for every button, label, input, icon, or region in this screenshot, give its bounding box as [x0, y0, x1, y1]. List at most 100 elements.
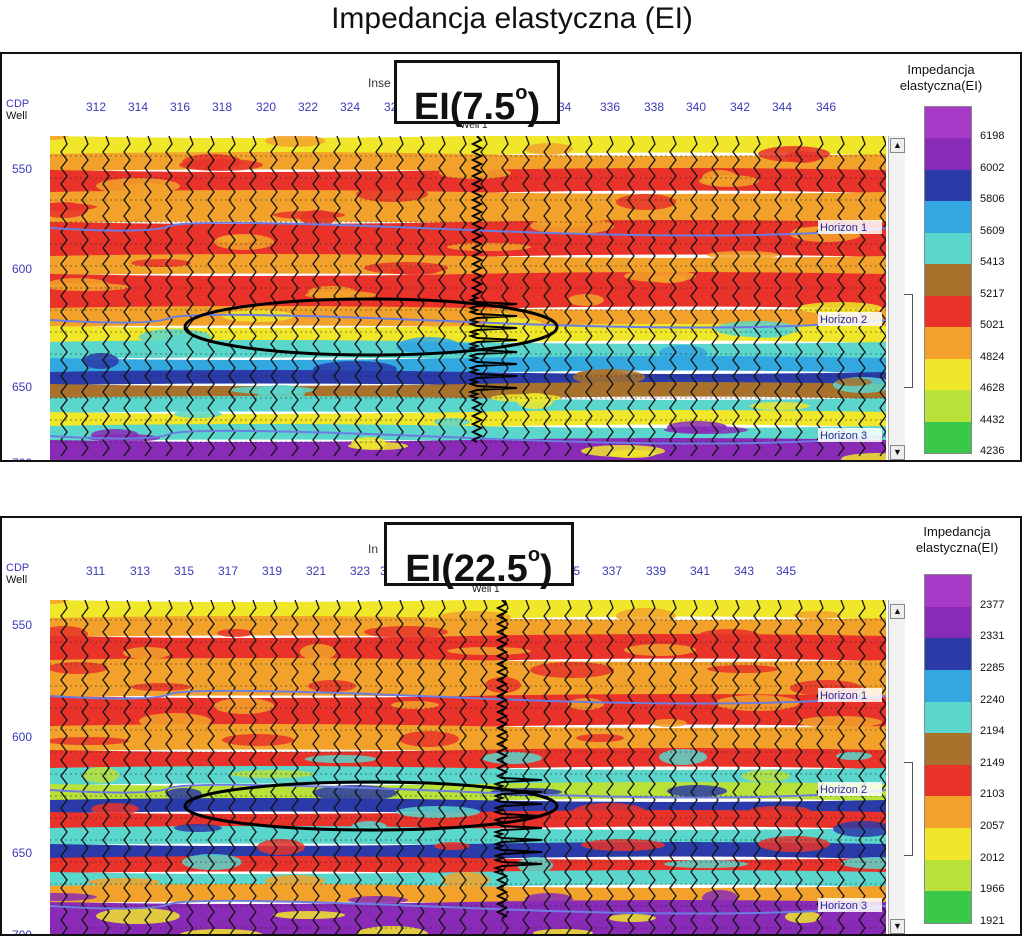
seismic-trace: [753, 135, 761, 457]
seismic-trace: [669, 599, 677, 934]
figure-title: Impedancja elastyczna (EI): [331, 2, 693, 35]
impedance-patch: [396, 806, 480, 818]
seismic-trace: [312, 135, 320, 457]
colorbar-value-label: 2149: [980, 756, 1005, 769]
seismic-trace: [711, 135, 719, 457]
colorbar-swatch: [925, 358, 971, 391]
seismic-trace: [60, 599, 68, 934]
seismic-trace: [816, 135, 824, 457]
colorbar-swatch: [925, 327, 971, 359]
cdp-ticks: 312 314 316 318 320 322 324 32 34 336 338 340 342 344…: [50, 100, 890, 116]
cdp-tick-label: 343: [734, 564, 755, 578]
time-tick-label: 600: [12, 730, 33, 744]
seismic-trace: [606, 135, 614, 457]
cdp-tick-label: 338: [644, 100, 665, 114]
seismic-trace: [102, 599, 110, 934]
seismic-trace: [333, 599, 341, 934]
scroll-up-button[interactable]: ▲: [890, 138, 905, 153]
colorbar-swatch: [925, 701, 971, 734]
colorbar-swatch: [925, 390, 971, 422]
seismic-trace: [396, 135, 404, 457]
seismic-trace: [417, 135, 425, 457]
impedance-patch: [273, 211, 345, 219]
impedance-patch: [608, 914, 656, 922]
impedance-patch: [214, 698, 274, 714]
highlight-ellipse: [183, 780, 559, 832]
impedance-band: [50, 220, 886, 260]
horizon-label: Horizon 1: [820, 222, 867, 234]
seismic-trace: [690, 135, 698, 457]
cdp-tick-label: 342: [730, 100, 751, 114]
seismic-trace: [837, 135, 845, 457]
seismic-trace: [123, 135, 131, 457]
horizon-label: Horizon 2: [820, 314, 867, 326]
impedance-patch: [651, 719, 687, 727]
colorbar-swatch: [925, 733, 971, 765]
impedance-band: [50, 658, 886, 699]
impedance-patch: [750, 806, 810, 814]
colorbar-swatch: [925, 232, 971, 265]
colorbar-swatch: [925, 264, 971, 296]
vertical-scrollbar[interactable]: ▲ ▼: [888, 600, 905, 934]
impedance-patch: [525, 143, 573, 155]
seismic-trace: [333, 135, 341, 457]
seismic-trace: [564, 135, 572, 457]
cdp-tick-label: 313: [130, 564, 151, 578]
cdp-tick-label: 34: [558, 100, 572, 114]
seismic-trace: [228, 599, 236, 934]
seismic-trace: [81, 599, 89, 934]
impedance-patch: [273, 911, 345, 919]
angle-label: EI(22.5o): [384, 522, 574, 590]
impedance-patch: [447, 647, 531, 655]
colorbar-title-line1: Impedancja: [907, 62, 975, 77]
seismic-trace: [144, 599, 152, 934]
seismic-trace: [774, 599, 782, 934]
horizon-line: [49, 221, 887, 237]
seismic-trace: [795, 135, 803, 457]
time-tick-label: 700: [12, 928, 33, 936]
impedance-patch: [174, 824, 222, 832]
cdp-tick-label: 323: [350, 564, 371, 578]
colorbar-value-label: 4432: [980, 413, 1005, 426]
impedance-patch: [616, 608, 676, 624]
cdp-tick-label: 315: [174, 564, 195, 578]
time-tick-label: 650: [12, 846, 33, 860]
scroll-up-button[interactable]: ▲: [890, 604, 905, 619]
horizon-label-bg: [818, 428, 882, 442]
impedance-patch: [96, 908, 180, 924]
horizon-label: Horizon 3: [820, 900, 867, 912]
impedance-patch: [785, 911, 821, 923]
seismic-trace: [207, 135, 215, 457]
impedance-patch: [174, 410, 222, 418]
scroll-down-button[interactable]: ▼: [890, 445, 905, 460]
colorbar-value-label: 5413: [980, 256, 1005, 269]
colorbar-value-label: 2240: [980, 693, 1005, 706]
colorbar-value-label: 1921: [980, 915, 1005, 927]
seismic-trace: [501, 135, 509, 457]
cdp-tick-label: 320: [256, 100, 277, 114]
seismic-trace: [438, 599, 446, 934]
horizon-label-bg: [818, 312, 882, 326]
impedance-patch: [348, 896, 408, 904]
seismic-trace: [312, 599, 320, 934]
colorbar-swatch: [925, 169, 971, 202]
seismic-trace: [459, 599, 467, 934]
colorbar-value-label: 5021: [980, 319, 1005, 332]
vertical-scrollbar[interactable]: ▲ ▼: [888, 136, 905, 460]
cdp-tick-label: 318: [212, 100, 233, 114]
seismic-panel-1: Inse CDP Well 312 314 316 318 320 322 324 32 34 3…: [0, 52, 1022, 462]
impedance-patch: [707, 251, 779, 259]
cdp-label: CDP: [6, 98, 30, 110]
seismic-trace: [459, 135, 467, 457]
impedance-patch: [399, 731, 459, 747]
impedance-band: [50, 856, 886, 875]
highlight-ellipse: [183, 297, 559, 357]
impedance-patch: [40, 626, 88, 642]
scroll-down-button[interactable]: ▼: [890, 919, 905, 934]
horizon-line: [49, 689, 887, 705]
seismic-trace: [270, 599, 278, 934]
cdp-tick-label: 312: [86, 100, 107, 114]
seismic-trace: [417, 599, 425, 934]
colorbar-value-label: 4236: [980, 445, 1005, 457]
seismic-trace: [711, 599, 719, 934]
